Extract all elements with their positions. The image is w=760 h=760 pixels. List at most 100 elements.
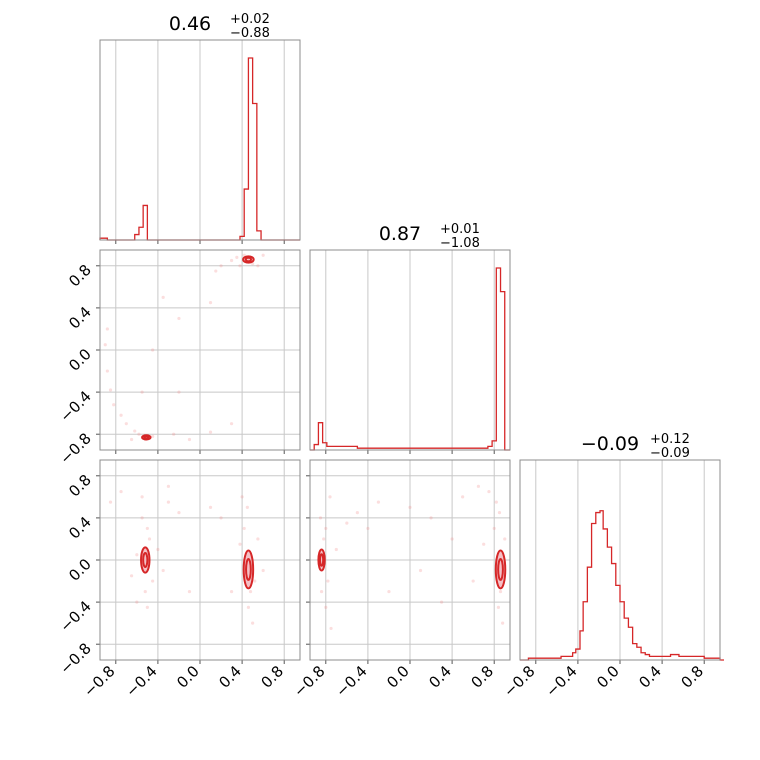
scatter-point — [496, 605, 501, 609]
scatter-point — [119, 413, 123, 417]
x-tick-label: 0.8 — [467, 662, 497, 692]
scatter-point — [497, 511, 502, 515]
contour-inner — [244, 256, 253, 263]
contour-fill — [495, 550, 506, 589]
y-tick-label: 0.0 — [65, 555, 95, 585]
histogram-line — [520, 510, 724, 661]
panel-1-0: −0.8 −0.4 0.0 0.4 0.8 — [56, 249, 301, 468]
scatter-point — [376, 500, 381, 504]
scatter-point — [503, 537, 507, 541]
contour-inner — [497, 558, 504, 581]
panel-frame — [99, 39, 301, 241]
scatter-point — [261, 253, 265, 257]
panel-2-1: −0.8 −0.4 0.0 0.4 0.8 — [290, 459, 511, 701]
x-tick-label: 0.0 — [383, 662, 413, 692]
scatter-point — [355, 511, 359, 515]
scatter-point — [324, 605, 328, 609]
scatter-point — [135, 600, 139, 604]
scatter-point — [322, 537, 326, 541]
scatter-point — [103, 343, 107, 347]
scatter-point — [219, 264, 223, 268]
scatter-point — [214, 269, 218, 273]
x-tick-label: 0.0 — [593, 662, 623, 692]
panel-title-minus: −1.08 — [440, 236, 480, 251]
scatter-point — [140, 516, 144, 520]
scatter-point — [129, 437, 134, 442]
scatter-point — [156, 547, 160, 552]
panel-frame — [309, 459, 511, 661]
y-tick-label: −0.8 — [56, 429, 94, 467]
scatter-point — [334, 547, 338, 552]
scatter-point — [147, 537, 152, 541]
scatter-point — [177, 511, 181, 515]
panel-title: 0.46 — [169, 13, 211, 35]
scatter-point — [482, 542, 486, 546]
x-tick-label: −0.8 — [500, 662, 538, 700]
contour-inner — [245, 558, 252, 581]
x-tick-label: 0.8 — [677, 662, 707, 692]
panel-title-minus: −0.88 — [230, 26, 270, 41]
x-tick-label: −0.4 — [332, 662, 370, 700]
scatter-point — [124, 422, 128, 426]
x-tick-label: 0.4 — [635, 662, 665, 692]
scatter-point — [261, 568, 265, 573]
scatter-point — [229, 422, 234, 426]
scatter-point — [133, 429, 137, 433]
scatter-point — [108, 500, 113, 504]
contour-outer — [140, 546, 151, 574]
scatter-point — [242, 526, 246, 531]
contour-outer — [242, 549, 255, 590]
scatter-point — [345, 521, 349, 525]
contour-outer — [317, 548, 326, 572]
scatter-point — [256, 537, 260, 541]
scatter-point — [151, 579, 155, 583]
x-tick-label: −0.4 — [542, 662, 580, 700]
scatter-point — [246, 605, 251, 609]
panel-title: 0.87 — [379, 223, 421, 245]
scatter-point — [151, 348, 155, 352]
scatter-point — [439, 600, 444, 604]
contour-inner — [143, 435, 150, 440]
scatter-point — [461, 495, 465, 499]
scatter-point — [105, 327, 109, 331]
scatter-point — [366, 526, 370, 531]
panel-frame — [99, 459, 301, 661]
x-tick-label: 0.4 — [425, 662, 455, 692]
y-tick-label: −0.8 — [56, 639, 94, 677]
scatter-point — [208, 301, 213, 305]
scatter-point — [140, 495, 144, 499]
contour-inner — [142, 552, 149, 568]
scatter-point — [129, 574, 134, 578]
scatter-point — [318, 516, 323, 520]
scatter-point — [256, 264, 260, 268]
panel-title-plus: +0.12 — [650, 432, 690, 447]
panel-frame — [99, 249, 301, 451]
y-tick-label: −0.4 — [56, 387, 94, 425]
contour-outer — [494, 549, 507, 590]
scatter-point — [177, 390, 181, 394]
contour-fill — [243, 550, 254, 589]
scatter-point — [450, 537, 454, 541]
scatter-point — [240, 495, 244, 499]
scatter-point — [229, 258, 234, 263]
panel-2-0: −0.8 −0.4 0.0 0.4 0.8−0.8−0.40.00.40.8 — [56, 459, 301, 701]
panel-title: −0.09 — [581, 433, 639, 455]
scatter-point — [177, 316, 181, 321]
scatter-point — [328, 495, 332, 499]
y-tick-label: −0.4 — [56, 597, 94, 635]
scatter-point — [324, 526, 328, 531]
scatter-point — [238, 542, 242, 546]
panel-title-minus: −0.09 — [650, 446, 690, 461]
scatter-point — [208, 505, 213, 509]
contour-inner — [319, 553, 325, 567]
panel-0-0: 0.46 +0.02−0.88 — [99, 12, 301, 244]
scatter-point — [135, 553, 139, 557]
scatter-point — [326, 579, 330, 583]
scatter-point — [387, 589, 391, 594]
scatter-point — [166, 500, 171, 504]
scatter-point — [187, 589, 192, 594]
y-tick-label: 0.8 — [65, 471, 95, 501]
scatter-point — [108, 388, 113, 392]
y-tick-label: 0.0 — [65, 345, 95, 375]
scatter-point — [145, 526, 149, 531]
